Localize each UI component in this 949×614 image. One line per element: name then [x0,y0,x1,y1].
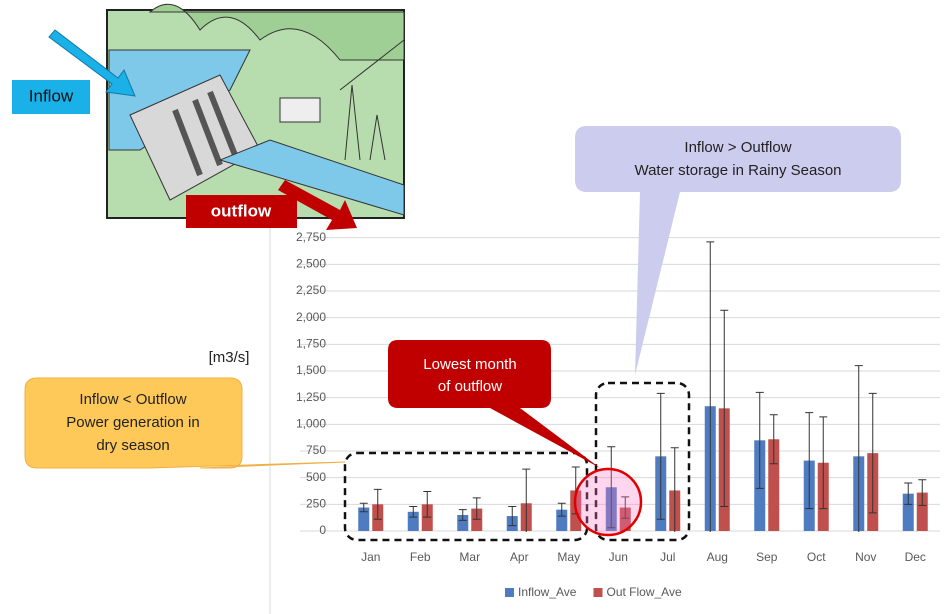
x-tick-label: Mar [459,550,480,564]
callout-text: Power generation in [66,414,199,431]
outflow-label: outflow [211,201,272,220]
x-tick-label: Dec [905,550,926,564]
bar [902,493,914,531]
legend-label: Inflow_Ave [518,585,577,599]
error-bar [458,509,467,521]
error-bar [359,502,368,513]
callout-text: of outflow [438,378,502,395]
error-bar [670,447,679,532]
bar [768,439,780,531]
inflow-label: Inflow [29,86,74,105]
error-bar [607,446,616,529]
error-bar [557,502,566,517]
error-bar [472,497,481,520]
error-bar [706,241,715,532]
error-bar [854,365,863,532]
x-tick-label: Jun [609,550,628,564]
callout-text: Water storage in Rainy Season [634,162,841,179]
error-bar [522,468,531,532]
x-tick-label: Sep [756,550,778,564]
error-bar [918,479,927,506]
bar [407,511,419,531]
y-tick-label: 2,000 [296,310,326,324]
error-bar [755,391,764,489]
x-tick-label: Apr [510,550,529,564]
y-tick-label: 250 [306,497,326,511]
y-tick-label: 1,750 [296,337,326,351]
outflow-arrow [278,180,357,230]
x-tick-label: Oct [807,550,826,564]
y-axis-label: [m3/s] [209,349,250,366]
dam-illustration [106,3,405,219]
x-tick-label: Aug [707,550,728,564]
x-tick-label: May [557,550,580,564]
dry-season-box [343,451,589,542]
error-bar [373,488,382,520]
dry-season-callout [24,377,346,469]
error-bar [769,414,778,465]
callout-text: Inflow > Outflow [684,139,791,156]
y-tick-label: 0 [319,523,326,537]
lowest-circle [573,467,643,537]
x-tick-label: Feb [410,550,431,564]
legend-swatch [505,588,514,597]
legend-swatch [593,588,603,597]
y-tick-label: 1,250 [296,390,326,404]
lowest-callout [388,340,600,468]
bar [556,509,568,531]
inflow-arrow [48,29,136,97]
error-bar [868,392,877,514]
y-tick-label: 750 [306,443,326,457]
bar [916,492,928,531]
y-tick-label: 2,500 [296,257,326,271]
callout-text: dry season [96,437,169,454]
bar [619,507,631,531]
error-bar [621,496,630,519]
x-tick-label: Jan [361,550,380,564]
bar [358,507,370,531]
bar [421,504,433,531]
x-tick-label: Jul [660,550,675,564]
callout-text: Lowest month [423,356,516,373]
y-tick-label: 500 [306,470,326,484]
bar [457,515,469,531]
y-tick-label: 2,250 [296,283,326,297]
inflow-label-box [12,80,90,114]
x-tick-label: Nov [855,550,876,564]
error-bar [904,482,913,505]
bar [471,508,483,531]
y-tick-label: 1,000 [296,417,326,431]
outflow-label-box [186,195,297,228]
error-bar [720,309,729,507]
error-bar [819,416,828,510]
callout-text: Inflow < Outflow [79,391,186,408]
error-bar [805,412,814,510]
y-tick-label: 1,500 [296,363,326,377]
error-bar [656,392,665,520]
rainy-season-callout [575,126,901,375]
legend-label: Out Flow_Ave [606,585,681,599]
error-bar [508,505,517,527]
error-bar [409,505,418,518]
y-tick-label: 2,750 [296,230,326,244]
error-bar [423,491,432,518]
